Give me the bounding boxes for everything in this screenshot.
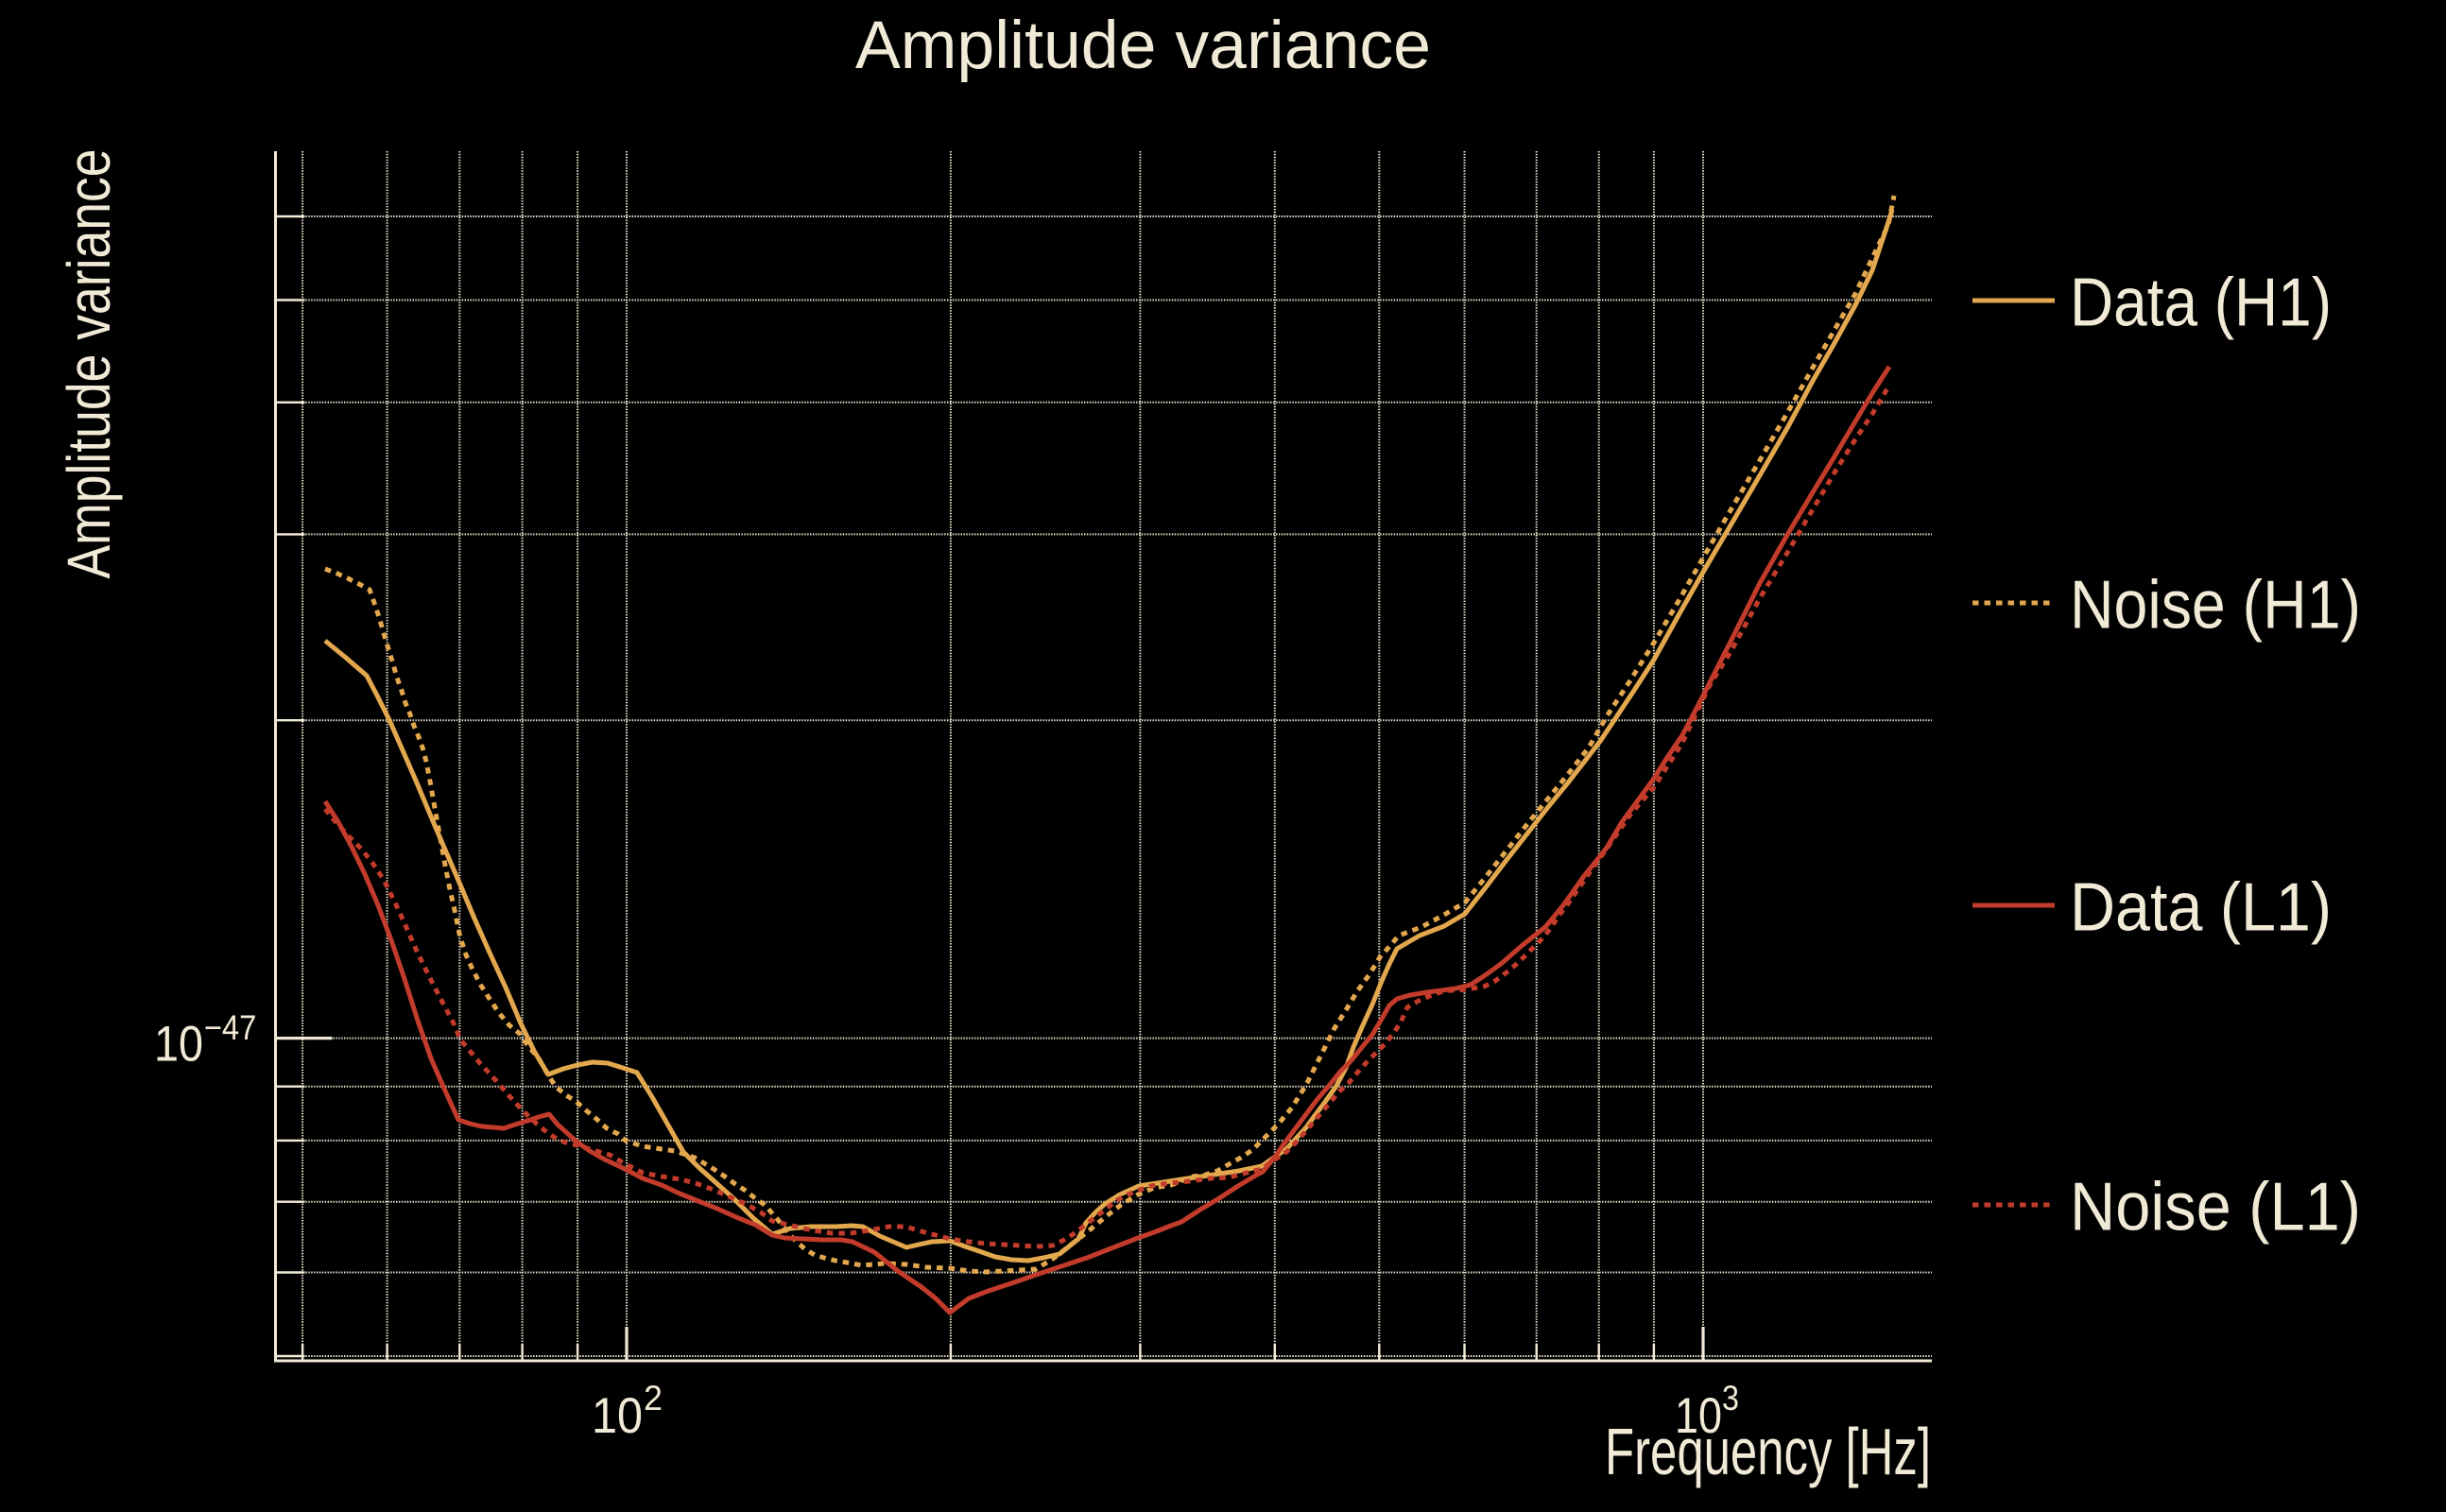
svg-text:Amplitude variance: Amplitude variance bbox=[855, 9, 1431, 83]
svg-text:Noise (L1): Noise (L1) bbox=[2070, 1170, 2361, 1246]
svg-text:10: 10 bbox=[154, 1017, 203, 1073]
svg-text:−47: −47 bbox=[204, 1008, 256, 1047]
svg-text:Noise (H1): Noise (H1) bbox=[2070, 568, 2361, 644]
svg-text:3: 3 bbox=[1722, 1379, 1739, 1418]
svg-text:Data (L1): Data (L1) bbox=[2070, 870, 2332, 946]
svg-text:10: 10 bbox=[592, 1388, 643, 1444]
svg-text:Amplitude variance: Amplitude variance bbox=[55, 149, 123, 579]
svg-text:2: 2 bbox=[644, 1379, 663, 1418]
svg-text:Frequency [Hz]: Frequency [Hz] bbox=[1605, 1415, 1931, 1488]
svg-text:Data (H1): Data (H1) bbox=[2070, 266, 2332, 341]
svg-text:10: 10 bbox=[1675, 1388, 1722, 1444]
